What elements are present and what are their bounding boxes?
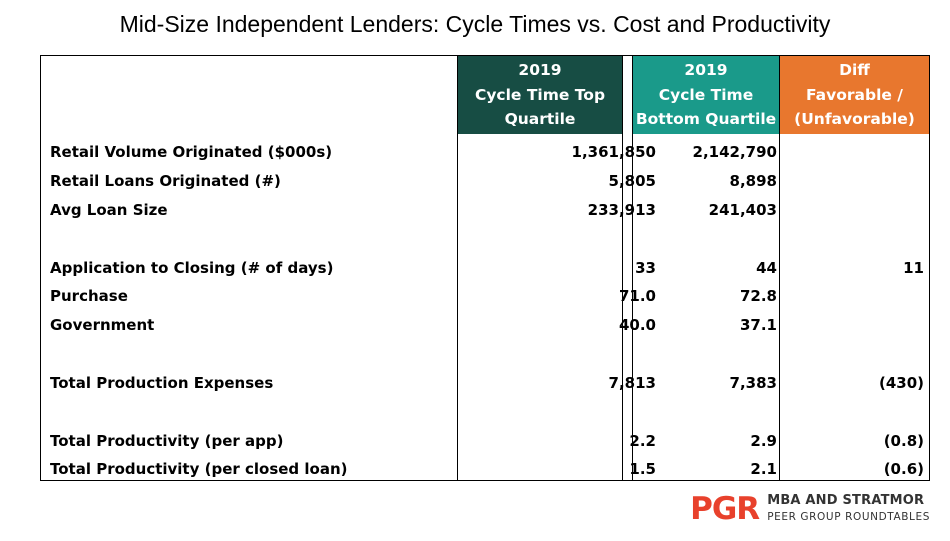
divider-top-gap: [622, 56, 623, 480]
header-top-quartile: 2019 Cycle Time Top Quartile: [458, 56, 622, 134]
bottom-quartile-value: 7,383: [729, 374, 777, 392]
bottom-quartile-value: 8,898: [729, 172, 777, 190]
row-label: Total Productivity (per closed loan): [50, 460, 348, 478]
bottom-quartile-value: 44: [756, 259, 777, 277]
page-title: Mid-Size Independent Lenders: Cycle Time…: [119, 11, 831, 37]
row-label: Purchase: [50, 287, 128, 305]
table-row: Purchase 71.0 72.8: [41, 282, 929, 310]
comparison-table: [40, 55, 930, 481]
table-row: Total Productivity (per closed loan) 1.5…: [41, 455, 929, 483]
table-row: Retail Loans Originated (#) 5,805 8,898: [41, 167, 929, 195]
header-top-line-2: Cycle Time Top: [474, 85, 606, 104]
header-diff-line-2: Favorable /: [806, 85, 903, 104]
table-row: Total Production Expenses 7,813 7,383 (4…: [41, 369, 929, 397]
column-gap: [623, 56, 632, 480]
top-quartile-value: 1.5: [629, 460, 656, 478]
top-quartile-value: 5,805: [608, 172, 656, 190]
row-label: Avg Loan Size: [50, 201, 168, 219]
table-row: Retail Volume Originated ($000s) 1,361,8…: [41, 138, 929, 166]
bottom-quartile-value: 72.8: [739, 287, 777, 305]
row-label: Total Production Expenses: [50, 374, 274, 392]
header-bottom-line-3: Bottom Quartile: [635, 110, 777, 129]
top-quartile-value: 1,361,850: [571, 143, 656, 161]
header-bottom-line-2: Cycle Time: [658, 85, 754, 104]
diff-value: 11: [903, 259, 924, 277]
header-top-line-3: Quartile: [504, 110, 576, 129]
table-row: Government 40.0 37.1: [41, 311, 929, 339]
top-quartile-value: 7,813: [608, 374, 656, 392]
table-row: Avg Loan Size 233,913 241,403: [41, 196, 929, 224]
diff-value: (430): [878, 374, 924, 392]
pgr-logo: PGR MBA AND STRATMOR PEER GROUP ROUNDTAB…: [690, 492, 930, 526]
top-quartile-value: 40.0: [618, 316, 656, 334]
logo-line-1: MBA AND STRATMOR: [767, 493, 925, 508]
bottom-quartile-value: 2,142,790: [692, 143, 777, 161]
top-quartile-value: 2.2: [629, 432, 656, 450]
diff-value: (0.8): [883, 432, 924, 450]
bottom-quartile-value: 2.9: [750, 432, 777, 450]
logo-brand: PGR: [690, 491, 760, 527]
row-label: Application to Closing (# of days): [50, 259, 334, 277]
row-label: Retail Volume Originated ($000s): [50, 143, 333, 161]
table-row: Total Productivity (per app) 2.2 2.9 (0.…: [41, 427, 929, 455]
table-row: Application to Closing (# of days) 33 44…: [41, 254, 929, 282]
bottom-quartile-value: 2.1: [750, 460, 777, 478]
top-quartile-value: 233,913: [587, 201, 656, 219]
row-label: Government: [50, 316, 155, 334]
logo-text: MBA AND STRATMOR PEER GROUP ROUNDTABLES: [767, 493, 930, 525]
header-diff: Diff Favorable / (Unfavorable): [780, 56, 929, 134]
bottom-quartile-value: 241,403: [708, 201, 777, 219]
row-label: Retail Loans Originated (#): [50, 172, 281, 190]
logo-line-2: PEER GROUP ROUNDTABLES: [767, 511, 930, 523]
header-diff-line-1: Diff: [839, 61, 870, 80]
divider-gap-bottom: [632, 56, 633, 480]
header-bottom-quartile: 2019 Cycle Time Bottom Quartile: [633, 56, 779, 134]
row-label: Total Productivity (per app): [50, 432, 284, 450]
divider-label-top: [457, 56, 458, 480]
bottom-quartile-value: 37.1: [739, 316, 777, 334]
divider-bottom-diff: [779, 56, 780, 480]
diff-value: (0.6): [883, 460, 924, 478]
top-quartile-value: 33: [635, 259, 656, 277]
top-quartile-value: 71.0: [618, 287, 656, 305]
header-bottom-line-1: 2019: [684, 61, 728, 80]
header-top-line-1: 2019: [518, 61, 562, 80]
header-diff-line-3: (Unfavorable): [794, 110, 915, 129]
